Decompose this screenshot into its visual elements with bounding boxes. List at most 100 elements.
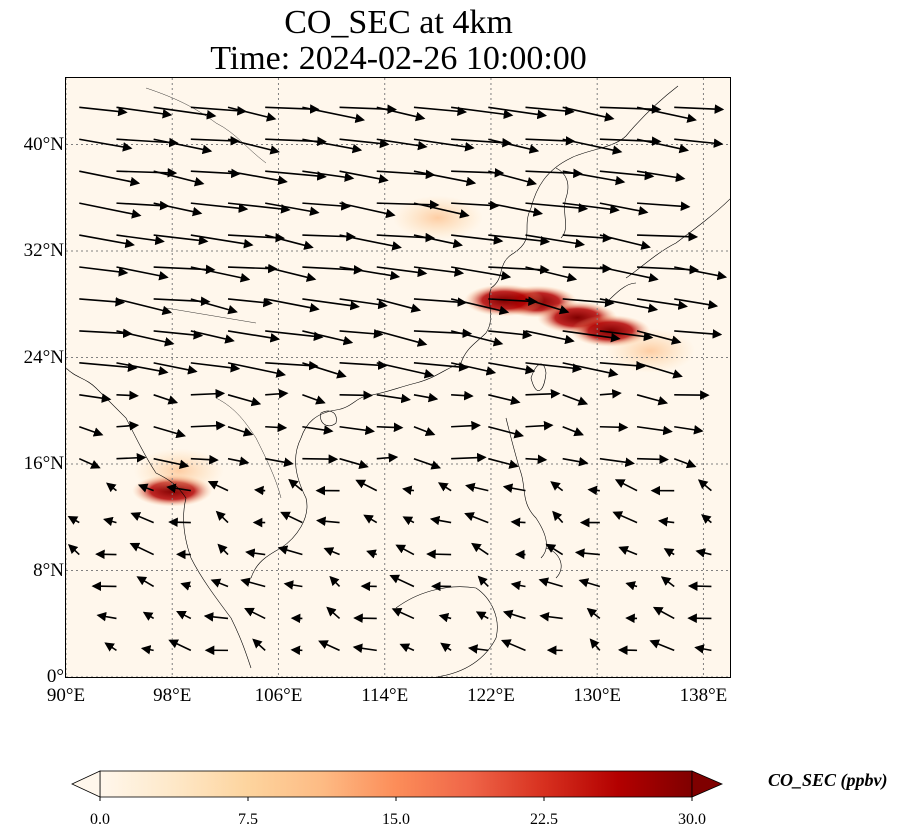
lon-tick-label: 90°E bbox=[46, 685, 86, 706]
wind-arrow bbox=[265, 170, 327, 181]
wind-arrow bbox=[166, 483, 191, 494]
wind-arrow bbox=[265, 457, 294, 467]
wind-arrow bbox=[265, 202, 320, 216]
gridlines bbox=[66, 78, 730, 677]
wind-arrow bbox=[329, 575, 341, 588]
wind-arrow bbox=[153, 330, 204, 340]
lat-tick-label: 8°N bbox=[33, 559, 64, 581]
wind-arrow bbox=[376, 169, 436, 180]
wind-arrow bbox=[488, 457, 519, 469]
wind-arrow bbox=[227, 394, 262, 407]
wind-arrow bbox=[413, 457, 442, 470]
colorbar-fill bbox=[99, 770, 693, 798]
wind-arrow bbox=[413, 106, 468, 117]
wind-arrow bbox=[402, 485, 415, 495]
wind-arrow bbox=[79, 393, 112, 403]
wind-arrow bbox=[339, 390, 373, 401]
wind-arrow bbox=[525, 330, 575, 345]
wind-arrow bbox=[339, 360, 388, 371]
wind-arrow bbox=[636, 170, 686, 183]
wind-arrow bbox=[190, 136, 241, 146]
wind-arrow bbox=[562, 456, 589, 467]
wind-arrow bbox=[79, 138, 133, 152]
wind-arrow bbox=[265, 266, 317, 282]
wind-arrow bbox=[339, 138, 390, 149]
wind-arrow bbox=[649, 639, 675, 652]
lon-tick-label: 138°E bbox=[679, 685, 728, 706]
wind-arrow bbox=[79, 106, 128, 117]
wind-arrow bbox=[488, 170, 537, 187]
wind-arrow bbox=[636, 106, 697, 123]
wind-arrow bbox=[153, 138, 213, 155]
wind-arrow bbox=[625, 581, 638, 591]
map-time-subtitle: Time: 2024-02-26 10:00:00 bbox=[210, 40, 587, 77]
wind-arrow bbox=[488, 234, 551, 246]
wind-arrow bbox=[502, 483, 526, 493]
wind-arrow bbox=[210, 578, 229, 588]
wind-arrow bbox=[245, 548, 266, 558]
wind-arrow bbox=[599, 330, 654, 342]
wind-arrow bbox=[578, 578, 601, 588]
wind-arrow bbox=[140, 645, 154, 655]
wind-arrow bbox=[79, 234, 135, 249]
wind-arrow bbox=[471, 542, 489, 556]
wind-arrow bbox=[488, 202, 544, 217]
wind-arrow bbox=[450, 330, 504, 347]
wind-arrow bbox=[599, 170, 655, 181]
lon-tick-label: 106°E bbox=[254, 685, 303, 706]
wind-arrow bbox=[116, 298, 173, 316]
wind-arrow bbox=[116, 390, 139, 401]
wind-arrow bbox=[413, 392, 439, 403]
wind-arrow bbox=[376, 138, 428, 151]
wind-arrow bbox=[636, 330, 682, 345]
wind-arrow bbox=[252, 638, 266, 651]
wind-arrow bbox=[674, 104, 725, 114]
wind-arrow bbox=[488, 362, 536, 375]
wind-arrow bbox=[525, 106, 575, 116]
wind-arrow bbox=[413, 138, 475, 152]
wind-arrow bbox=[168, 517, 191, 528]
wind-arrow bbox=[264, 234, 314, 250]
wind-arrow bbox=[190, 420, 226, 431]
wind-arrow bbox=[116, 266, 169, 281]
wind-arrow bbox=[116, 200, 170, 211]
wind-arrow bbox=[217, 543, 229, 556]
wind-arrow bbox=[440, 642, 452, 653]
wind-arrow bbox=[227, 106, 277, 122]
wind-arrow bbox=[612, 511, 638, 524]
wind-arrow bbox=[78, 457, 101, 469]
wind-arrow bbox=[438, 612, 452, 623]
wind-arrow bbox=[339, 425, 375, 436]
colorbar-tick-label: 15.0 bbox=[382, 811, 410, 828]
wind-arrow bbox=[106, 482, 117, 493]
wind-arrow bbox=[376, 422, 404, 433]
wind-arrow bbox=[116, 167, 178, 178]
wind-arrow bbox=[323, 547, 340, 557]
colorbar-title: CO_SEC (ppbv) bbox=[768, 770, 888, 790]
wind-arrow bbox=[562, 394, 589, 406]
wind-arrow bbox=[215, 510, 229, 524]
wind-arrow bbox=[464, 512, 489, 524]
wind-arrow bbox=[525, 454, 548, 465]
wind-arrow bbox=[302, 298, 360, 311]
wind-arrow bbox=[599, 234, 651, 250]
lon-tick-label: 98°E bbox=[153, 685, 192, 706]
wind-arrow bbox=[79, 266, 129, 277]
wind-arrow bbox=[475, 611, 489, 621]
wind-arrow bbox=[450, 298, 510, 316]
wind-arrow bbox=[376, 330, 428, 347]
wind-arrow bbox=[339, 328, 384, 339]
wind-arrow bbox=[599, 298, 659, 313]
wind-arrow bbox=[339, 202, 396, 219]
wind-arrow bbox=[599, 360, 646, 371]
wind-arrow bbox=[265, 389, 289, 399]
wind-arrow bbox=[413, 297, 468, 307]
wind-arrow bbox=[545, 543, 564, 556]
wind-arrow bbox=[574, 548, 600, 558]
wind-arrow bbox=[352, 643, 377, 654]
wind-arrow bbox=[637, 231, 699, 242]
wind-arrow bbox=[652, 606, 675, 620]
wind-arrow bbox=[413, 426, 436, 437]
lat-tick-label: 16°N bbox=[23, 453, 64, 475]
wind-arrow bbox=[227, 170, 288, 186]
